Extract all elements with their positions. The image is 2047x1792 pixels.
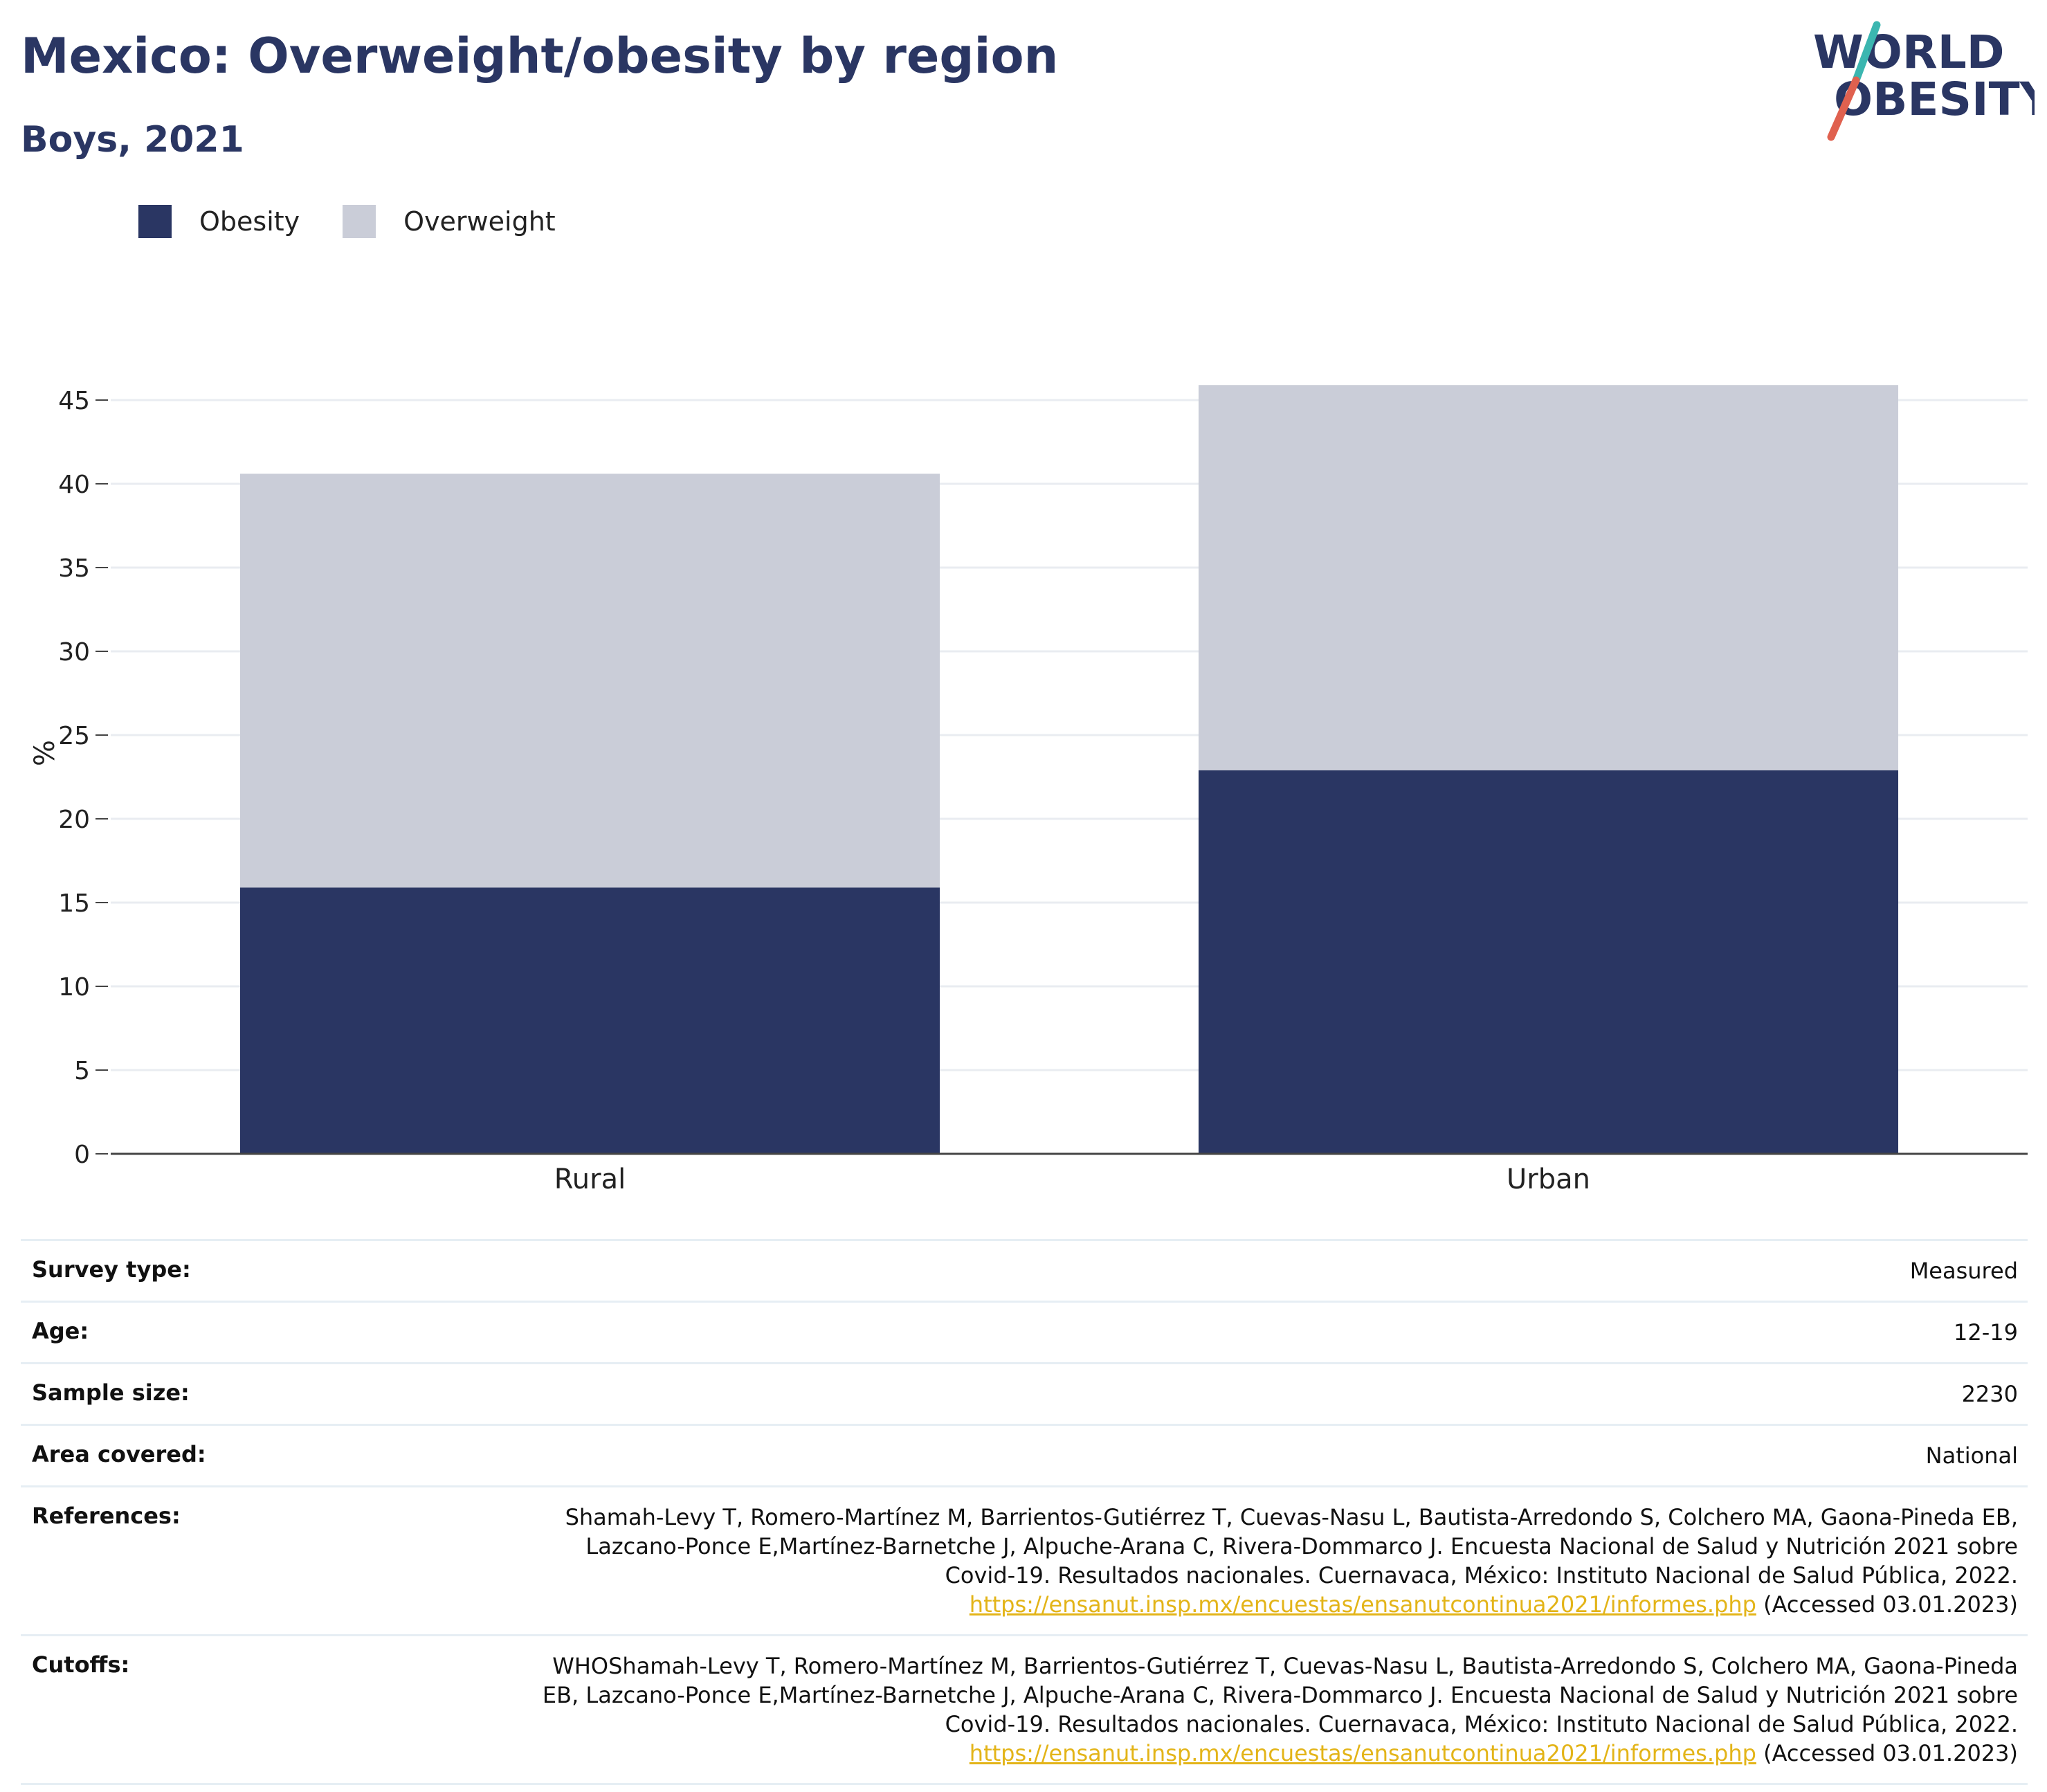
y-tick-label-10: 10	[58, 973, 90, 1002]
y-tick-label-5: 5	[74, 1057, 90, 1085]
survey-type-value: Measured	[458, 1239, 2028, 1302]
logo-text-world: WORLD	[1813, 26, 2005, 79]
y-tick-label-0: 0	[74, 1141, 90, 1169]
area-covered-label: Area covered:	[21, 1424, 458, 1487]
logo-slash-top	[1852, 21, 1881, 84]
info-row-area-covered: Area covered: National	[21, 1424, 2028, 1487]
bar-urban-obesity[interactable]	[1198, 770, 1899, 1154]
bar-urban-overweight[interactable]	[1198, 385, 1899, 770]
cutoffs-value: WHOShamah-Levy T, Romero-Martínez M, Bar…	[458, 1634, 2028, 1785]
info-row-references: References: Shamah-Levy T, Romero-Martín…	[21, 1485, 2028, 1636]
age-label: Age:	[21, 1301, 458, 1364]
y-tick-label-40: 40	[58, 471, 90, 499]
sample-size-value: 2230	[458, 1362, 2028, 1425]
stacked-bar-chart: 0 5 10 15 20 25 30 35 40 45 Rural Urban %	[29, 385, 2028, 1195]
references-link[interactable]: https://ensanut.insp.mx/encuestas/ensanu…	[969, 1591, 1756, 1618]
legend-item-overweight[interactable]: Overweight	[343, 205, 556, 238]
references-line-3: Covid-19. Resultados nacionales. Cuernav…	[945, 1562, 2018, 1589]
y-tick-label-15: 15	[58, 889, 90, 918]
references-line-1: Shamah-Levy T, Romero-Martínez M, Barrie…	[565, 1504, 2018, 1530]
logo-slash-bottom	[1827, 76, 1860, 141]
logo-text-obesity: OBESITY	[1834, 73, 2035, 126]
age-value: 12-19	[458, 1301, 2028, 1364]
legend-label-obesity: Obesity	[199, 206, 300, 237]
survey-type-label: Survey type:	[21, 1239, 458, 1302]
chart-title: Mexico: Overweight/obesity by region	[21, 28, 1059, 84]
y-tick-label-20: 20	[58, 806, 90, 834]
info-row-cutoffs: Cutoffs: WHOShamah-Levy T, Romero-Martín…	[21, 1634, 2028, 1785]
area-covered-value: National	[458, 1424, 2028, 1487]
sample-size-label: Sample size:	[21, 1362, 458, 1425]
x-axis-ticks: Rural Urban	[111, 1152, 2028, 1195]
y-tick-label-45: 45	[58, 387, 90, 415]
bar-rural-obesity[interactable]	[239, 887, 940, 1154]
world-obesity-logo: WORLD OBESITY	[1813, 21, 2035, 141]
info-row-age: Age: 12-19	[21, 1301, 2028, 1364]
chart-legend: Obesity Overweight	[138, 205, 599, 238]
references-line-2: Lazcano-Ponce E,Martínez-Barnetche J, Al…	[585, 1533, 2018, 1559]
y-tick-label-25: 25	[58, 722, 90, 750]
references-line-4: https://ensanut.insp.mx/encuestas/ensanu…	[468, 1590, 2018, 1619]
cutoffs-link[interactable]: https://ensanut.insp.mx/encuestas/ensanu…	[969, 1740, 1756, 1766]
cutoffs-accessed: (Accessed 03.01.2023)	[1756, 1740, 2018, 1766]
y-tick-label-30: 30	[58, 638, 90, 667]
references-value: Shamah-Levy T, Romero-Martínez M, Barrie…	[458, 1485, 2028, 1636]
cutoffs-line-4: https://ensanut.insp.mx/encuestas/ensanu…	[468, 1739, 2018, 1768]
legend-label-overweight: Overweight	[403, 206, 556, 237]
survey-info-table: Survey type: Measured Age: 12-19 Sample …	[21, 1239, 2028, 1785]
cutoffs-line-3: Covid-19. Resultados nacionales. Cuernav…	[945, 1711, 2018, 1737]
x-tick-label-urban: Urban	[1507, 1164, 1590, 1195]
info-row-sample-size: Sample size: 2230	[21, 1362, 2028, 1425]
info-row-survey-type: Survey type: Measured	[21, 1239, 2028, 1302]
cutoffs-line-1: WHOShamah-Levy T, Romero-Martínez M, Bar…	[552, 1653, 2018, 1679]
cutoffs-label: Cutoffs:	[21, 1634, 458, 1785]
references-accessed: (Accessed 03.01.2023)	[1756, 1591, 2018, 1618]
legend-swatch-obesity	[138, 205, 172, 238]
y-tick-label-35: 35	[58, 554, 90, 583]
legend-swatch-overweight	[343, 205, 376, 238]
chart-bars	[239, 385, 1899, 1154]
legend-item-obesity[interactable]: Obesity	[138, 205, 300, 238]
bar-rural-overweight[interactable]	[239, 473, 940, 888]
y-axis-label: %	[29, 740, 61, 766]
references-label: References:	[21, 1485, 458, 1636]
chart-subtitle: Boys, 2021	[21, 119, 244, 161]
x-tick-label-rural: Rural	[554, 1164, 626, 1195]
cutoffs-line-2: EB, Lazcano-Ponce E,Martínez-Barnetche J…	[542, 1682, 2018, 1708]
y-axis-ticks: 0 5 10 15 20 25 30 35 40 45	[58, 387, 108, 1169]
